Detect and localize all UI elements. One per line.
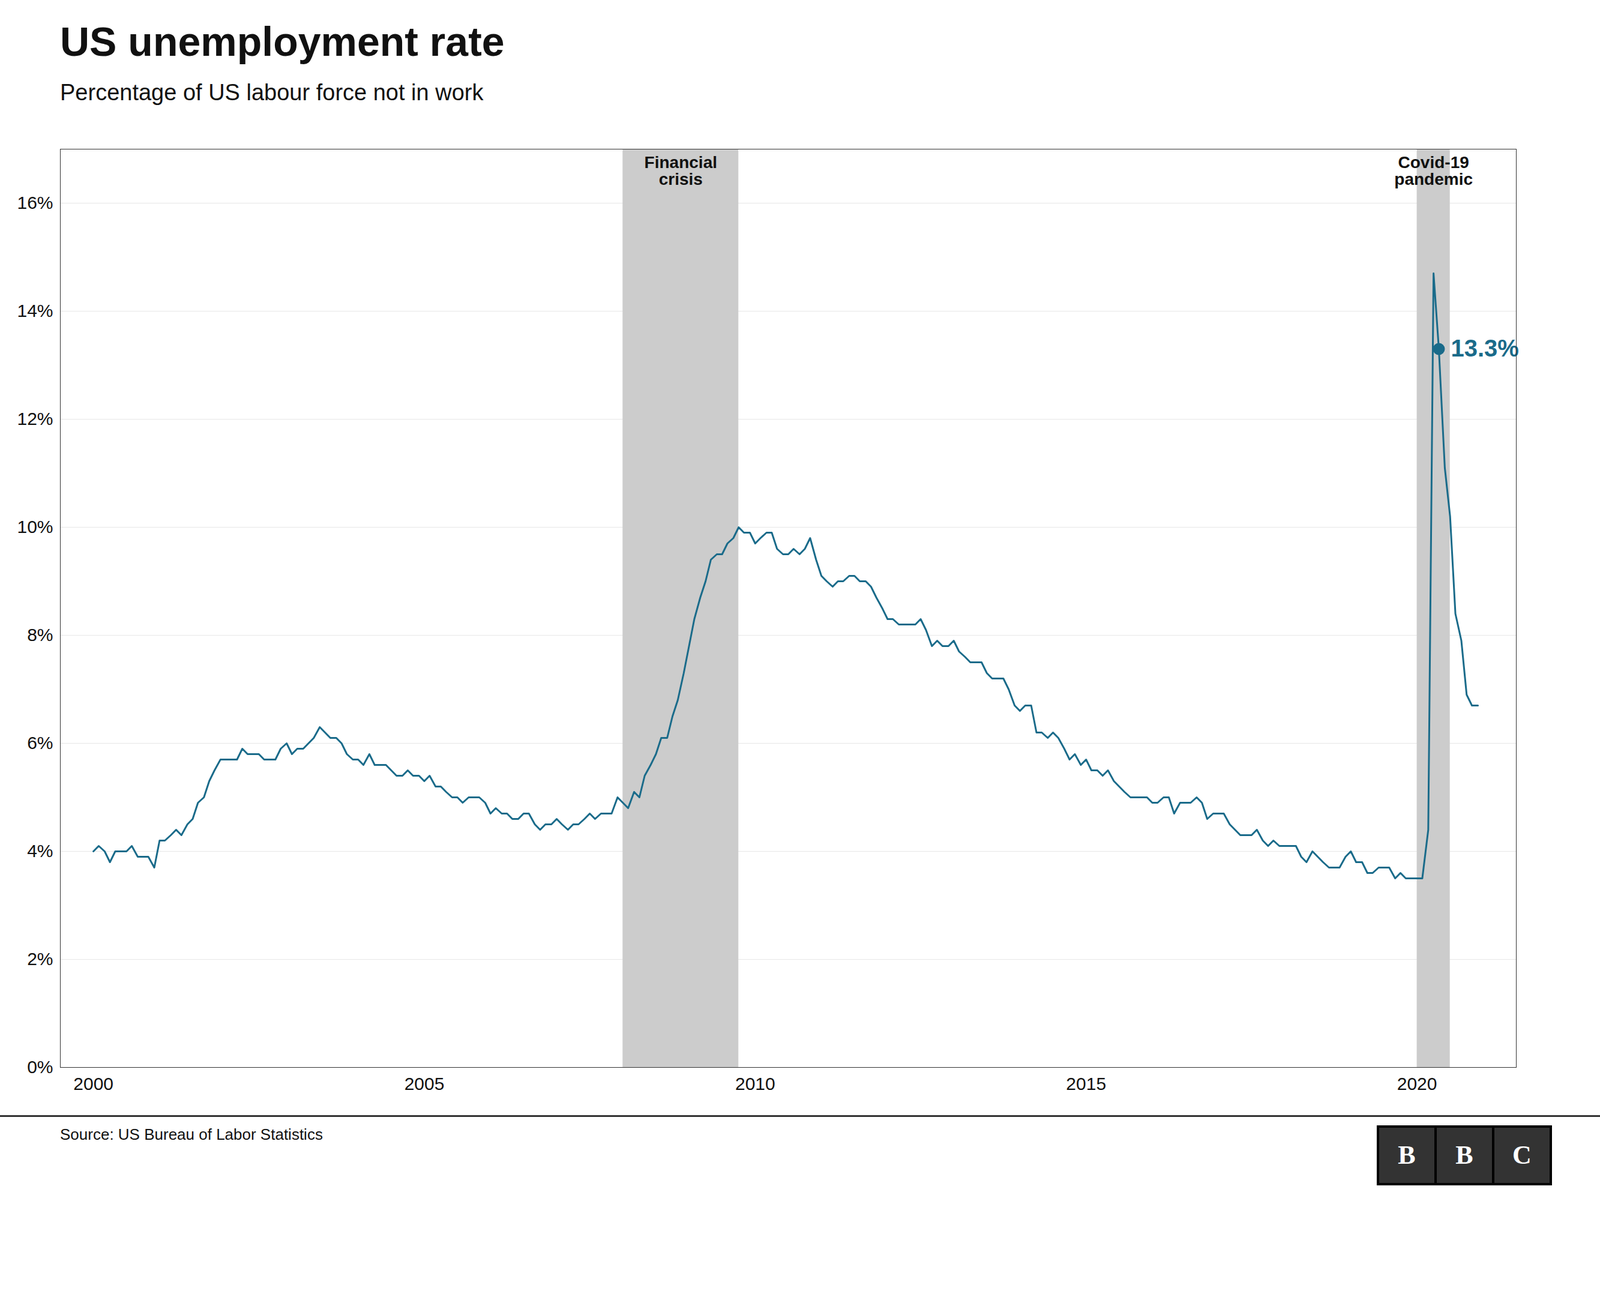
svg-text:2000: 2000 bbox=[73, 1073, 114, 1094]
html-text:US unemployment rate: US unemployment rate bbox=[60, 18, 505, 65]
svg-text:2020: 2020 bbox=[1397, 1073, 1438, 1094]
svg-text:Financialcrisis: Financialcrisis bbox=[644, 153, 718, 189]
html-text:B: B bbox=[1397, 1140, 1416, 1170]
html-text:C: C bbox=[1512, 1140, 1532, 1170]
svg-text:10%: 10% bbox=[16, 516, 53, 537]
html-text:B: B bbox=[1455, 1140, 1474, 1170]
svg-text:13.3%: 13.3% bbox=[1450, 334, 1519, 362]
svg-text:0%: 0% bbox=[27, 1056, 53, 1077]
html-text:Source: US Bureau of Labor Sta: Source: US Bureau of Labor Statistics bbox=[60, 1125, 323, 1144]
html-text:Percentage of US labour force: Percentage of US labour force not in wor… bbox=[60, 79, 484, 106]
svg-text:Covid-19pandemic: Covid-19pandemic bbox=[1394, 153, 1473, 189]
svg-text:4%: 4% bbox=[27, 840, 53, 861]
svg-text:12%: 12% bbox=[16, 408, 53, 429]
svg-text:2010: 2010 bbox=[735, 1073, 776, 1094]
svg-text:8%: 8% bbox=[27, 624, 53, 645]
svg-text:2%: 2% bbox=[27, 948, 53, 969]
svg-text:16%: 16% bbox=[16, 192, 53, 213]
svg-text:14%: 14% bbox=[16, 300, 53, 321]
svg-text:2005: 2005 bbox=[404, 1073, 445, 1094]
svg-text:2015: 2015 bbox=[1065, 1073, 1107, 1094]
svg-text:6%: 6% bbox=[27, 732, 53, 753]
